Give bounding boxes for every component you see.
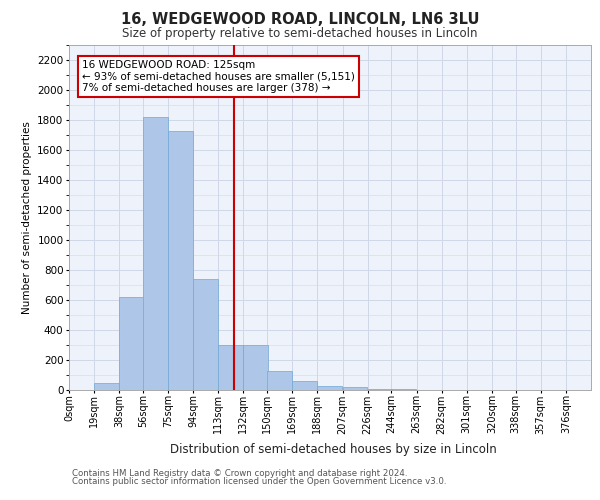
Bar — [391, 389, 416, 390]
Bar — [218, 345, 243, 390]
Text: Distribution of semi-detached houses by size in Lincoln: Distribution of semi-detached houses by … — [170, 442, 496, 456]
Bar — [267, 370, 292, 390]
Bar — [343, 387, 367, 390]
Text: Contains HM Land Registry data © Crown copyright and database right 2024.: Contains HM Land Registry data © Crown c… — [72, 468, 407, 477]
Y-axis label: Number of semi-detached properties: Number of semi-detached properties — [22, 121, 32, 314]
Bar — [317, 386, 342, 390]
Text: Contains public sector information licensed under the Open Government Licence v3: Contains public sector information licen… — [72, 477, 446, 486]
Text: 16 WEDGEWOOD ROAD: 125sqm
← 93% of semi-detached houses are smaller (5,151)
7% o: 16 WEDGEWOOD ROAD: 125sqm ← 93% of semi-… — [82, 60, 355, 93]
Text: Size of property relative to semi-detached houses in Lincoln: Size of property relative to semi-detach… — [122, 28, 478, 40]
Bar — [94, 382, 119, 390]
Bar — [244, 345, 268, 390]
Bar — [119, 297, 144, 390]
Bar — [168, 130, 193, 390]
Text: 16, WEDGEWOOD ROAD, LINCOLN, LN6 3LU: 16, WEDGEWOOD ROAD, LINCOLN, LN6 3LU — [121, 12, 479, 28]
Bar — [368, 388, 392, 390]
Bar — [193, 279, 218, 390]
Bar — [143, 117, 168, 390]
Bar — [292, 381, 317, 390]
